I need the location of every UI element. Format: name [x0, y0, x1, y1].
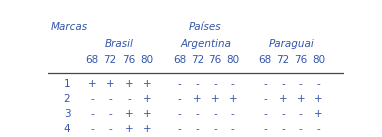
Text: 80: 80: [312, 55, 325, 65]
Text: 68: 68: [259, 55, 272, 65]
Text: +: +: [142, 94, 151, 104]
Text: +: +: [125, 79, 133, 89]
Text: -: -: [317, 79, 320, 89]
Text: +: +: [314, 109, 323, 119]
Text: -: -: [213, 124, 217, 134]
Text: -: -: [281, 109, 285, 119]
Text: -: -: [213, 79, 217, 89]
Text: 72: 72: [103, 55, 117, 65]
Text: Países: Países: [189, 22, 222, 32]
Text: -: -: [178, 94, 181, 104]
Text: 76: 76: [294, 55, 308, 65]
Text: 80: 80: [140, 55, 154, 65]
Text: -: -: [231, 79, 235, 89]
Text: -: -: [178, 109, 181, 119]
Text: -: -: [264, 109, 267, 119]
Text: -: -: [264, 94, 267, 104]
Text: 4: 4: [64, 124, 70, 134]
Text: 68: 68: [86, 55, 99, 65]
Text: -: -: [108, 94, 112, 104]
Text: -: -: [90, 124, 94, 134]
Text: 68: 68: [173, 55, 186, 65]
Text: +: +: [211, 94, 219, 104]
Text: 2: 2: [64, 94, 70, 104]
Text: -: -: [90, 94, 94, 104]
Text: 3: 3: [64, 109, 70, 119]
Text: -: -: [231, 109, 235, 119]
Text: -: -: [281, 79, 285, 89]
Text: -: -: [127, 94, 131, 104]
Text: +: +: [193, 94, 202, 104]
Text: -: -: [317, 124, 320, 134]
Text: Paraguai: Paraguai: [269, 39, 315, 49]
Text: -: -: [299, 124, 303, 134]
Text: 76: 76: [123, 55, 136, 65]
Text: -: -: [195, 109, 199, 119]
Text: 72: 72: [191, 55, 204, 65]
Text: -: -: [195, 124, 199, 134]
Text: +: +: [228, 94, 237, 104]
Text: -: -: [108, 109, 112, 119]
Text: +: +: [88, 79, 97, 89]
Text: -: -: [90, 109, 94, 119]
Text: Argentina: Argentina: [181, 39, 231, 49]
Text: 72: 72: [277, 55, 290, 65]
Text: 80: 80: [226, 55, 240, 65]
Text: -: -: [281, 124, 285, 134]
Text: 1: 1: [64, 79, 70, 89]
Text: -: -: [299, 109, 303, 119]
Text: -: -: [231, 124, 235, 134]
Text: -: -: [195, 79, 199, 89]
Text: +: +: [279, 94, 287, 104]
Text: Marcas: Marcas: [51, 22, 88, 32]
Text: +: +: [125, 124, 133, 134]
Text: 76: 76: [209, 55, 222, 65]
Text: -: -: [108, 124, 112, 134]
Text: +: +: [296, 94, 305, 104]
Text: -: -: [213, 109, 217, 119]
Text: -: -: [178, 79, 181, 89]
Text: -: -: [299, 79, 303, 89]
Text: Brasil: Brasil: [105, 39, 134, 49]
Text: +: +: [314, 94, 323, 104]
Text: +: +: [125, 109, 133, 119]
Text: +: +: [142, 79, 151, 89]
Text: +: +: [105, 79, 114, 89]
Text: +: +: [142, 109, 151, 119]
Text: -: -: [264, 124, 267, 134]
Text: +: +: [142, 124, 151, 134]
Text: -: -: [264, 79, 267, 89]
Text: -: -: [178, 124, 181, 134]
